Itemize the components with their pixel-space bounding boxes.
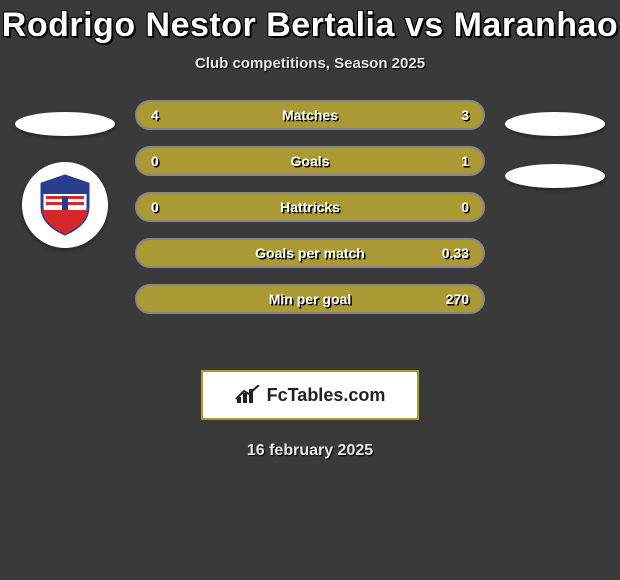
page-title: Rodrigo Nestor Bertalia vs Maranhao <box>0 6 620 45</box>
player2-club-placeholder <box>505 164 605 188</box>
player1-name-placeholder <box>15 112 115 136</box>
bar-chart-icon <box>235 385 261 405</box>
right-player-column <box>500 100 610 188</box>
stat-rows: 43Matches 01Goals 00Hattricks 0.33Goals per… <box>135 100 485 330</box>
stat-row: 00Hattricks <box>135 192 485 222</box>
comparison-card: Rodrigo Nestor Bertalia vs Maranhao Club… <box>0 6 620 580</box>
stat-label: Goals per match <box>137 240 483 266</box>
source-logo-text: FcTables.com <box>267 385 386 406</box>
player1-club-badge <box>22 162 108 248</box>
stat-label: Hattricks <box>137 194 483 220</box>
stat-row: 01Goals <box>135 146 485 176</box>
player2-name-placeholder <box>505 112 605 136</box>
snapshot-date: 16 february 2025 <box>0 442 620 460</box>
page-subtitle: Club competitions, Season 2025 <box>0 55 620 72</box>
stat-label: Min per goal <box>137 286 483 312</box>
source-logo[interactable]: FcTables.com <box>201 370 419 420</box>
content-area: 43Matches 01Goals 00Hattricks 0.33Goals per… <box>0 100 620 360</box>
stat-label: Goals <box>137 148 483 174</box>
stat-row: 270Min per goal <box>135 284 485 314</box>
stat-label: Matches <box>137 102 483 128</box>
stat-row: 0.33Goals per match <box>135 238 485 268</box>
stat-row: 43Matches <box>135 100 485 130</box>
club-badge-icon <box>22 162 108 248</box>
left-player-column <box>10 100 120 248</box>
